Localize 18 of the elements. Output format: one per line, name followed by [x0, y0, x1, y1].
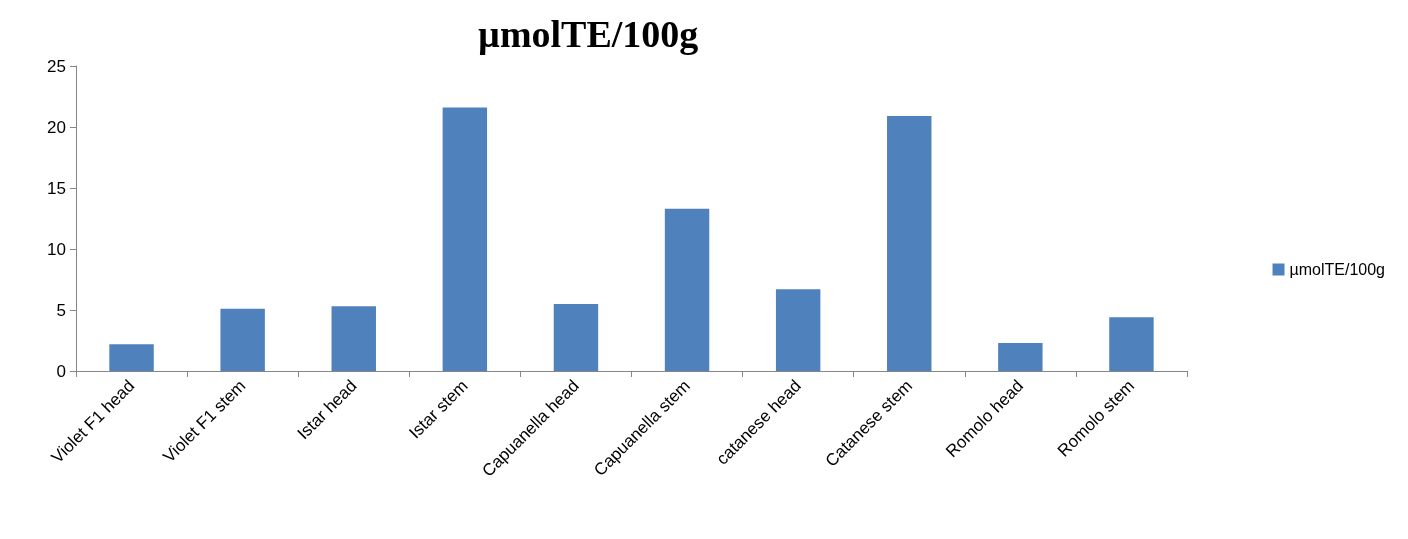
legend-label: µmolTE/100g [1289, 261, 1385, 278]
y-tick-label: 5 [56, 300, 66, 320]
y-tick-label: 25 [47, 56, 66, 76]
bar [442, 107, 488, 371]
bar [109, 344, 154, 371]
y-tick-label: 15 [47, 178, 66, 198]
y-tick-label: 10 [47, 239, 66, 259]
chart-title: µmolTE/100g [478, 13, 699, 55]
bar [220, 308, 265, 371]
bar [664, 208, 710, 371]
bar [1109, 317, 1154, 371]
y-tick-label: 0 [56, 361, 66, 381]
bar [331, 306, 376, 371]
bar [553, 303, 599, 371]
bar [998, 342, 1043, 371]
bar [887, 116, 932, 371]
bar [775, 289, 821, 371]
y-tick-label: 20 [47, 117, 66, 137]
